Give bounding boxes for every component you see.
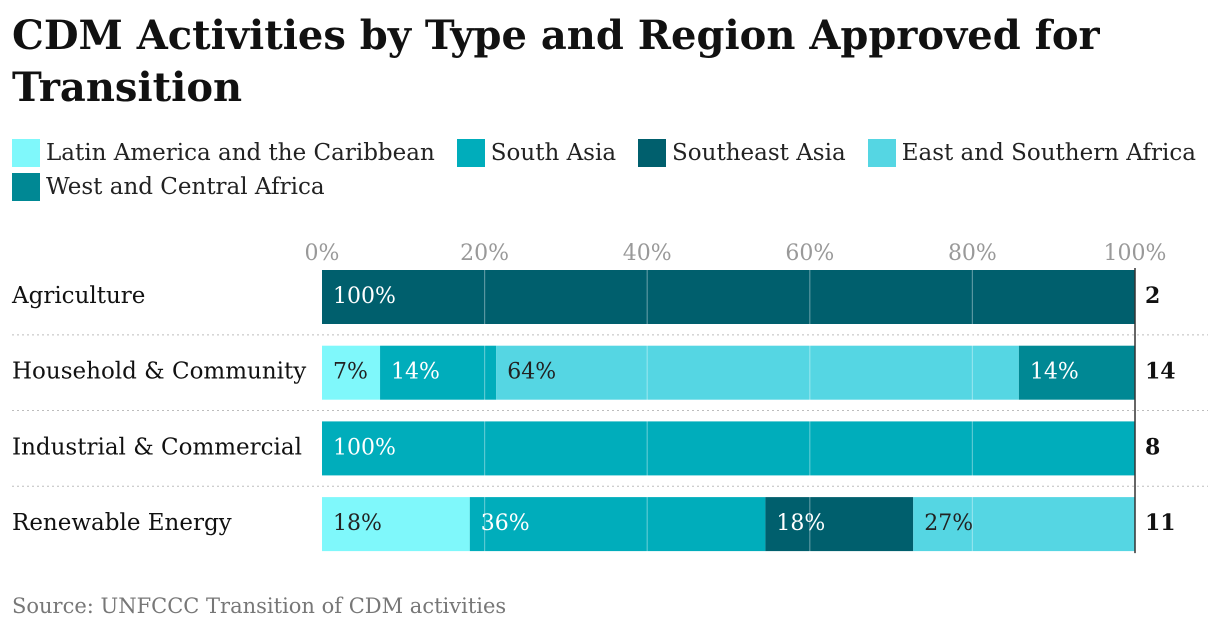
bar-value-label: 18% bbox=[333, 511, 382, 536]
legend-item: Latin America and the Caribbean bbox=[12, 139, 435, 167]
legend-item: West and Central Africa bbox=[12, 173, 325, 201]
legend-item: South Asia bbox=[456, 139, 617, 167]
bar-value-label: 100% bbox=[333, 284, 396, 309]
legend-swatch bbox=[638, 139, 667, 167]
legend-label: Southeast Asia bbox=[672, 140, 846, 166]
bar-segment bbox=[322, 497, 470, 552]
legend-label: South Asia bbox=[490, 140, 617, 166]
x-tick-label: 80% bbox=[948, 241, 997, 266]
category-label: Industrial & Commercial bbox=[12, 434, 302, 460]
x-tick-label: 20% bbox=[460, 241, 509, 266]
legend: Latin America and the Caribbean South Asi… bbox=[12, 139, 1202, 201]
bar-segment bbox=[496, 345, 1019, 400]
bar-segment bbox=[1018, 345, 1136, 400]
x-tick-label: 0% bbox=[305, 241, 340, 266]
bar-value-label: 100% bbox=[333, 435, 396, 460]
bar-total-label: 2 bbox=[1145, 283, 1160, 309]
bar-segment bbox=[913, 497, 1135, 552]
bar-value-label: 7% bbox=[333, 360, 368, 385]
legend-label: East and Southern Africa bbox=[901, 140, 1196, 166]
bar-value-label: 14% bbox=[1030, 360, 1079, 385]
bar-value-label: 14% bbox=[391, 360, 440, 385]
chart-title: CDM Activities by Type and Region Approv… bbox=[12, 12, 1100, 111]
x-tick-label: 40% bbox=[623, 241, 672, 266]
x-tick-label: 100% bbox=[1104, 241, 1167, 266]
category-label: Agriculture bbox=[11, 283, 145, 309]
legend-swatch bbox=[867, 139, 896, 167]
legend-label: West and Central Africa bbox=[46, 174, 325, 200]
bar-segment bbox=[322, 345, 381, 400]
bar-value-label: 64% bbox=[507, 360, 556, 385]
legend-label: Latin America and the Caribbean bbox=[46, 140, 435, 166]
bar-segment bbox=[765, 497, 914, 552]
bar-total-label: 8 bbox=[1145, 434, 1160, 460]
bar-segment bbox=[380, 345, 497, 400]
bar-segment bbox=[322, 421, 1135, 476]
bar-total-label: 14 bbox=[1145, 359, 1176, 385]
legend-item: Southeast Asia bbox=[638, 139, 846, 167]
bar-total-label: 11 bbox=[1145, 510, 1176, 536]
bar-segment bbox=[469, 497, 766, 552]
x-tick-label: 60% bbox=[785, 241, 834, 266]
bar-value-label: 27% bbox=[924, 511, 973, 536]
bar-segment bbox=[322, 270, 1135, 324]
legend-swatch bbox=[12, 173, 40, 201]
legend-swatch bbox=[12, 139, 40, 167]
category-label: Renewable Energy bbox=[12, 510, 232, 536]
source-note: Source: UNFCCC Transition of CDM activit… bbox=[12, 594, 507, 618]
bar-value-label: 18% bbox=[776, 511, 825, 536]
legend-item: East and Southern Africa bbox=[867, 139, 1196, 167]
bar-value-label: 36% bbox=[481, 511, 530, 536]
legend-swatch bbox=[456, 139, 485, 167]
category-label: Household & Community bbox=[12, 359, 306, 385]
